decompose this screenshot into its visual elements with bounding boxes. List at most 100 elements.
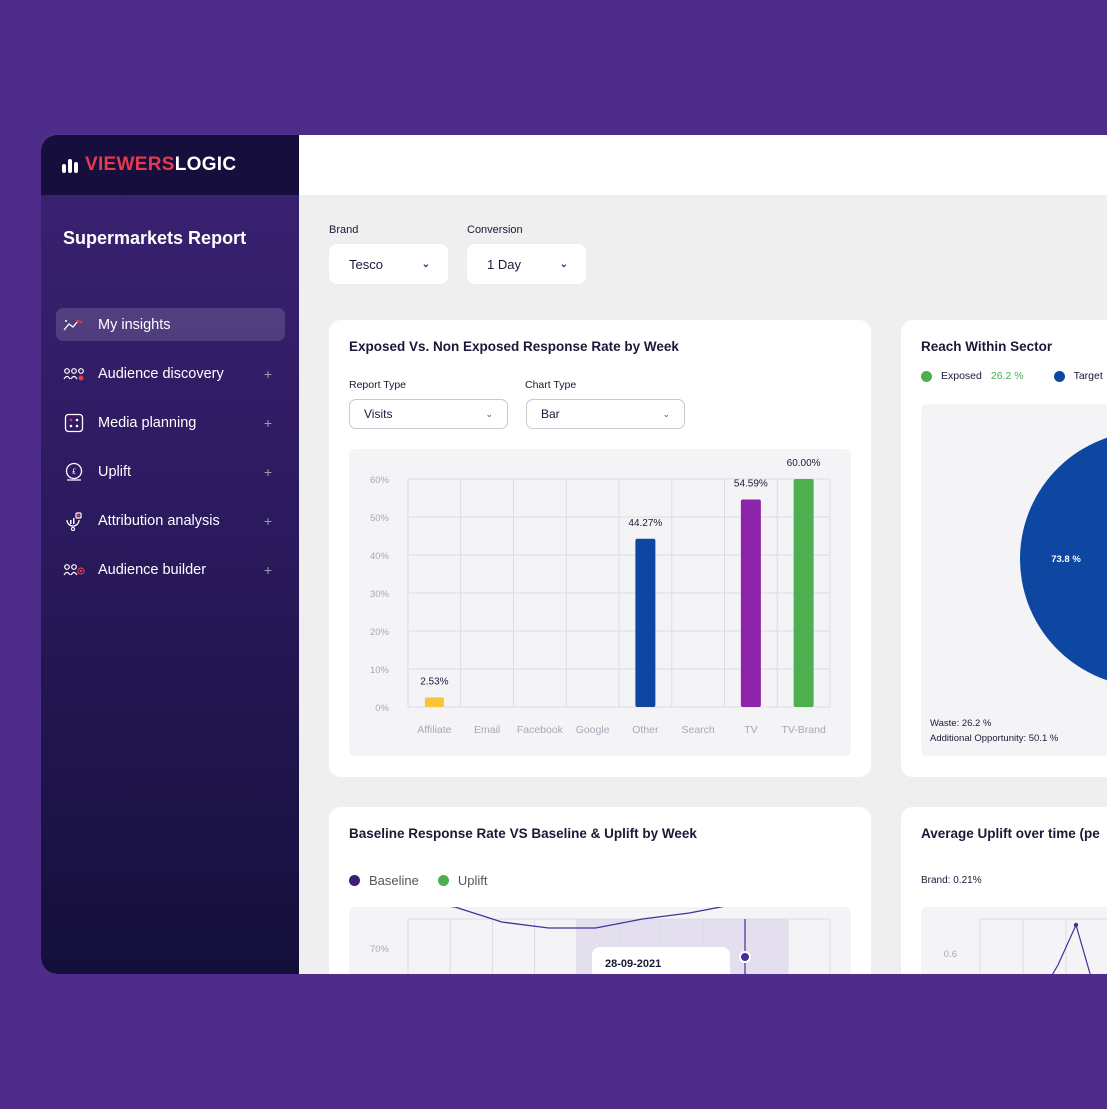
chevron-down-icon: ⌄ xyxy=(559,258,568,270)
sidebar-item-uplift[interactable]: £ Uplift + xyxy=(56,455,285,488)
expand-icon[interactable]: + xyxy=(263,463,272,480)
insights-icon xyxy=(63,315,85,335)
avg-uplift-line-chart: 0.6 xyxy=(944,918,1107,974)
pie-slice-target xyxy=(1020,437,1107,681)
y-tick-label: 20% xyxy=(370,627,390,638)
bar-chart-area: 60% 50% 40% 30% 20% 10% 0% Affiliate 2.53% Email F… xyxy=(349,449,851,756)
sidebar-item-audience-builder[interactable]: Audience builder + xyxy=(56,553,285,586)
uplift-series-line xyxy=(1051,923,1091,974)
baseline-legend: Baseline Uplift xyxy=(349,873,488,888)
avg-uplift-chart-area: 0.6 xyxy=(921,907,1107,974)
reach-within-sector-card: Reach Within Sector Exposed 26.2 % Targe… xyxy=(901,320,1107,777)
card-title: Exposed Vs. Non Exposed Response Rate by… xyxy=(349,339,679,354)
expand-icon[interactable]: + xyxy=(263,561,272,578)
pie-chart-area: 73.8 % Waste: 26.2 % Additional Opportun… xyxy=(921,404,1107,756)
logo[interactable]: VIEWERSLOGIC xyxy=(41,135,299,195)
chart-type-select[interactable]: Bar ⌄ xyxy=(526,399,685,429)
baseline-chart-area: 70% 28-09-2021 xyxy=(349,894,851,974)
filter-bar: Brand Tesco ⌄ Conversion 1 Day ⌄ xyxy=(329,224,586,284)
waste-text: Waste: 26.2 % xyxy=(930,718,992,729)
sidebar-item-attribution-analysis[interactable]: Attribution analysis + xyxy=(56,504,285,537)
expand-icon[interactable]: + xyxy=(263,414,272,431)
sidebar-item-label: My insights xyxy=(98,316,171,333)
sidebar-item-my-insights[interactable]: My insights xyxy=(56,308,285,341)
legend-swatch-baseline xyxy=(349,875,360,886)
logo-text-viewers: VIEWERS xyxy=(85,154,175,175)
bar-value-label: 60.00% xyxy=(787,458,821,469)
bar-value-label: 54.59% xyxy=(734,479,768,490)
bar xyxy=(635,538,656,707)
logo-text-logic: LOGIC xyxy=(174,154,237,175)
x-tick-label: Email xyxy=(474,724,500,736)
legend-swatch-target xyxy=(1053,370,1065,382)
media-planning-icon xyxy=(63,413,85,433)
bar xyxy=(424,697,444,707)
additional-opportunity-text: Additional Opportunity: 50.1 % xyxy=(930,733,1059,744)
legend-value-exposed: 26.2 % xyxy=(990,370,1024,382)
legend-swatch-uplift xyxy=(437,875,449,886)
card-title: Reach Within Sector xyxy=(921,339,1053,354)
conversion-select[interactable]: 1 Day ⌄ xyxy=(467,244,586,284)
audience-builder-icon xyxy=(63,560,85,580)
exposed-response-card: Exposed Vs. Non Exposed Response Rate by… xyxy=(329,320,871,777)
brand-select-value: Tesco xyxy=(349,256,383,272)
chart-type-label: Chart Type xyxy=(525,379,577,391)
conversion-select-value: 1 Day xyxy=(487,256,521,272)
top-bar xyxy=(299,135,1107,195)
report-title: Supermarkets Report xyxy=(63,228,247,248)
x-tick-label: Other xyxy=(632,724,659,736)
chevron-down-icon: ⌄ xyxy=(421,258,430,270)
hover-point xyxy=(739,951,751,963)
uplift-icon: £ xyxy=(63,462,85,482)
legend-swatch-exposed xyxy=(921,370,932,382)
audience-discovery-icon xyxy=(63,364,85,384)
legend-label-target: Target xyxy=(1073,370,1103,382)
sidebar-item-label: Uplift xyxy=(98,463,132,480)
y-tick-label: 70% xyxy=(370,944,390,955)
svg-text:£: £ xyxy=(72,467,76,475)
x-tick-label: Search xyxy=(681,724,714,736)
bar xyxy=(740,499,761,707)
chevron-down-icon: ⌄ xyxy=(662,408,670,419)
brand-filter-label: Brand xyxy=(329,224,359,236)
x-tick-label: TV-Brand xyxy=(781,724,826,736)
x-tick-label: Google xyxy=(576,724,610,736)
expand-icon[interactable]: + xyxy=(263,512,272,529)
sidebar-item-audience-discovery[interactable]: Audience discovery + xyxy=(56,357,285,390)
legend-label-exposed: Exposed xyxy=(941,370,982,382)
attribution-icon xyxy=(63,511,85,531)
conversion-filter-label: Conversion xyxy=(467,224,523,236)
legend-label-baseline: Baseline xyxy=(369,873,419,888)
app-window: VIEWERSLOGIC Supermarkets Report My insi… xyxy=(41,135,1107,974)
sidebar: VIEWERSLOGIC Supermarkets Report My insi… xyxy=(41,135,299,974)
report-type-label: Report Type xyxy=(349,379,407,391)
sidebar-item-media-planning[interactable]: Media planning + xyxy=(56,406,285,439)
y-tick-label: 0.6 xyxy=(944,949,957,960)
uplift-point xyxy=(1073,922,1079,928)
average-uplift-card: Average Uplift over time (pe Brand: 0.21… xyxy=(901,807,1107,974)
sidebar-item-label: Attribution analysis xyxy=(98,512,220,529)
legend-label-uplift: Uplift xyxy=(457,873,488,888)
chevron-down-icon: ⌄ xyxy=(485,408,493,419)
brand-select[interactable]: Tesco ⌄ xyxy=(329,244,448,284)
report-type-value: Visits xyxy=(364,407,393,421)
brand-filter: Brand Tesco ⌄ xyxy=(329,224,448,284)
pie-slice-label: 73.8 % xyxy=(1051,554,1081,565)
card-title: Baseline Response Rate VS Baseline & Upl… xyxy=(349,826,697,841)
expand-icon[interactable]: + xyxy=(263,365,272,382)
baseline-line-chart: 70% 28-09-2021 xyxy=(370,894,831,974)
x-tick-label: Facebook xyxy=(517,724,564,736)
chart-type-value: Bar xyxy=(541,407,560,421)
tooltip xyxy=(592,947,730,974)
tooltip-date: 28-09-2021 xyxy=(605,958,661,970)
baseline-uplift-card: Baseline Response Rate VS Baseline & Upl… xyxy=(329,807,871,974)
logo-icon xyxy=(62,157,78,173)
bar-value-label: 2.53% xyxy=(420,676,448,687)
conversion-filter: Conversion 1 Day ⌄ xyxy=(467,224,586,284)
sidebar-item-label: Audience discovery xyxy=(98,365,224,382)
sidebar-item-label: Audience builder xyxy=(98,561,207,578)
y-tick-label: 50% xyxy=(370,513,390,524)
report-type-select[interactable]: Visits ⌄ xyxy=(349,399,508,429)
bar-value-label: 44.27% xyxy=(628,518,662,529)
sidebar-nav: My insights Audience discovery + Media p… xyxy=(56,308,285,602)
